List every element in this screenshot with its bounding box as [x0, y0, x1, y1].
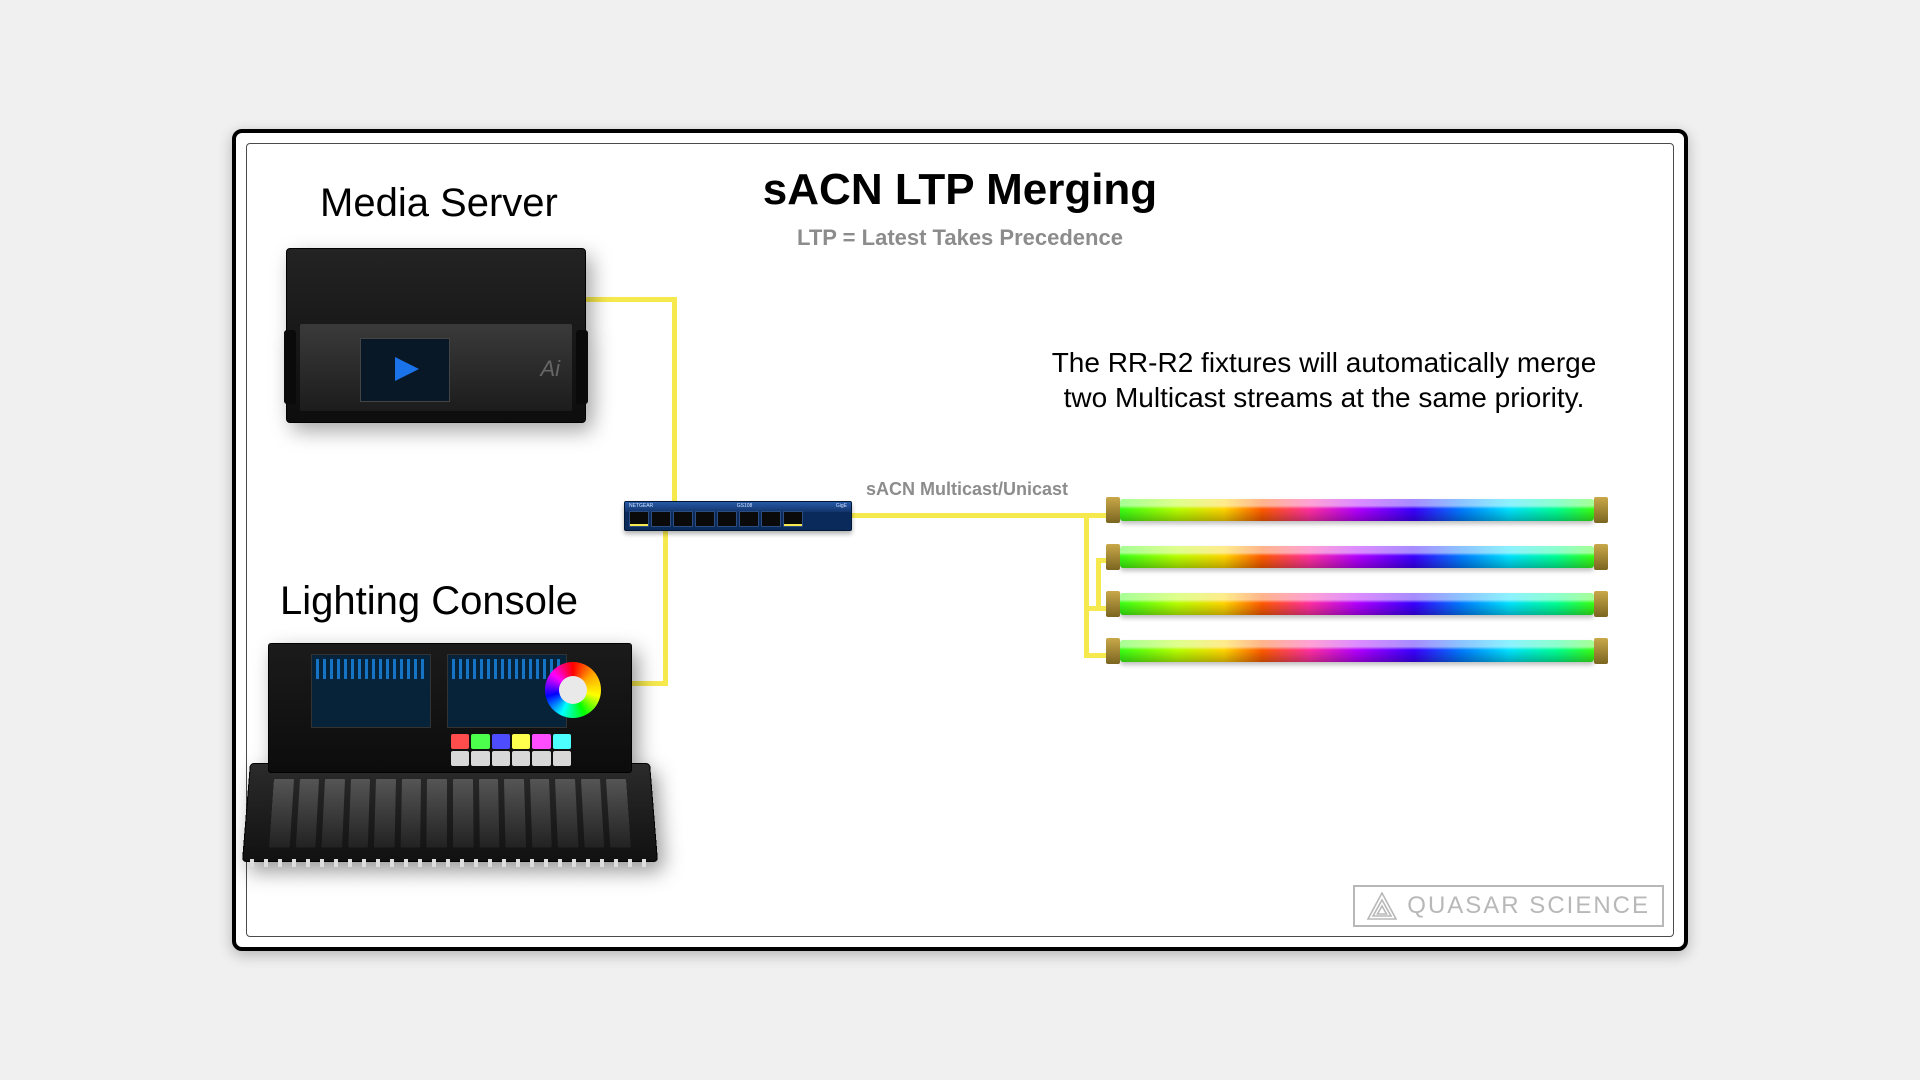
switch-model: GS108	[737, 503, 753, 511]
lighting-console-icon	[250, 643, 650, 863]
media-server-icon: Ai	[286, 248, 586, 423]
protocol-label: sACN Multicast/Unicast	[866, 479, 1068, 500]
brand-logo-icon	[1367, 892, 1397, 920]
cable-segment	[846, 513, 1106, 518]
led-tube	[1120, 546, 1594, 568]
led-tube	[1120, 640, 1594, 662]
cable-segment	[1084, 653, 1106, 658]
cable-segment	[1096, 560, 1101, 611]
cable-segment	[1084, 513, 1106, 518]
cable-segment	[1084, 513, 1089, 658]
network-switch-icon: NETGEAR GS108 GigE	[624, 501, 852, 531]
led-tubes-group	[1120, 499, 1594, 687]
switch-brand: NETGEAR	[629, 503, 653, 511]
description-text: The RR-R2 fixtures will automatically me…	[1044, 345, 1604, 415]
led-tube	[1120, 593, 1594, 615]
slide-frame: sACN LTP Merging LTP = Latest Takes Prec…	[232, 129, 1688, 951]
switch-ports	[629, 511, 803, 527]
lighting-console-label: Lighting Console	[280, 579, 578, 624]
cable-segment	[1084, 606, 1106, 611]
brand-logo: QUASAR SCIENCE	[1353, 885, 1664, 927]
cable-segment	[672, 297, 677, 523]
led-tube	[1120, 499, 1594, 521]
switch-caption: GigE	[836, 503, 847, 511]
brand-name: QUASAR SCIENCE	[1407, 892, 1650, 920]
cable-segment	[663, 528, 668, 686]
media-server-label: Media Server	[320, 181, 558, 226]
